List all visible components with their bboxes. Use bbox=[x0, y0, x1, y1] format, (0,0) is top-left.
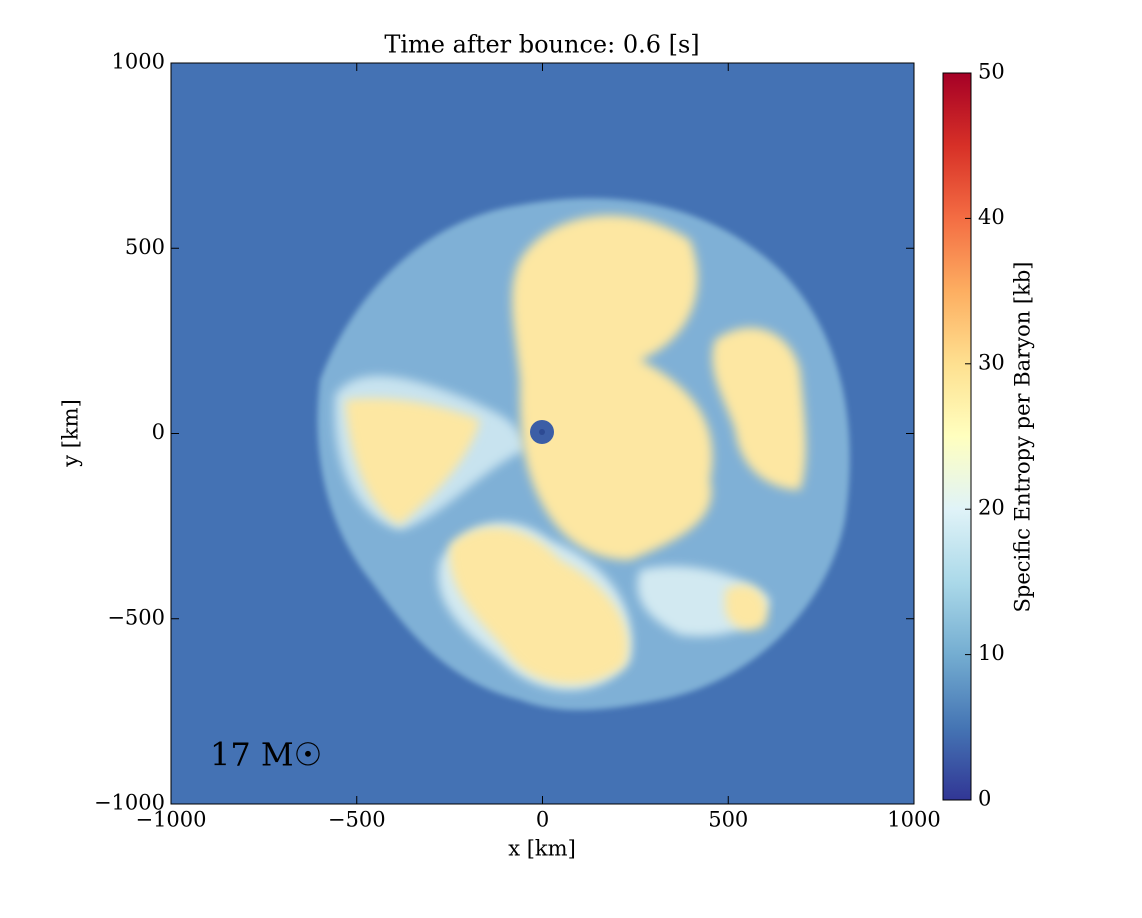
y-tick-label: −500 bbox=[107, 605, 165, 629]
colorbar-tick-label: 40 bbox=[978, 205, 1005, 229]
colorbar-tick-label: 20 bbox=[978, 496, 1005, 520]
y-tick-label: 500 bbox=[125, 235, 165, 259]
colorbar bbox=[942, 72, 972, 801]
y-tick-label: 0 bbox=[152, 420, 165, 444]
colorbar-tick-label: 10 bbox=[978, 641, 1005, 665]
colorbar-tick-label: 30 bbox=[978, 350, 1005, 374]
y-axis-label: y [km] bbox=[59, 399, 83, 468]
x-tick-label: 500 bbox=[708, 808, 748, 832]
x-axis-label: x [km] bbox=[508, 837, 576, 861]
colorbar-tick-label: 0 bbox=[978, 787, 991, 811]
x-tick-label: −500 bbox=[328, 808, 386, 832]
colorbar-tick-label: 50 bbox=[978, 60, 1005, 84]
x-tick-label: 1000 bbox=[887, 808, 940, 832]
colorbar-label: Specific Entropy per Baryon [kb] bbox=[1011, 262, 1035, 613]
x-tick-label: −1000 bbox=[135, 808, 206, 832]
annotation: 17 M☉ bbox=[210, 736, 322, 774]
x-tick-label: 0 bbox=[536, 808, 549, 832]
y-tick-label: −1000 bbox=[94, 791, 165, 815]
chart-title: Time after bounce: 0.6 [s] bbox=[384, 31, 699, 59]
y-tick-label: 1000 bbox=[112, 50, 165, 74]
entropy-field bbox=[171, 63, 914, 804]
